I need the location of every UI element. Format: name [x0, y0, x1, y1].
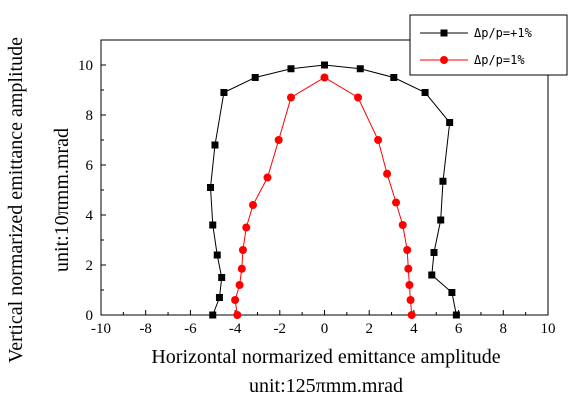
series-2	[231, 73, 416, 319]
data-point	[251, 74, 259, 81]
data-point	[211, 141, 219, 149]
legend-marker-1	[440, 29, 448, 37]
x-tick-label: -6	[184, 321, 197, 337]
x-tick-label: 6	[455, 321, 463, 337]
data-point	[220, 89, 228, 96]
x-axis-title: Horizontal normarized emittance amplitud…	[151, 346, 500, 368]
data-point	[213, 251, 221, 259]
data-point	[286, 93, 295, 102]
data-point	[421, 89, 429, 96]
data-point	[398, 221, 407, 229]
data-point	[407, 311, 416, 319]
legend-entry-2: Δp/p=1%	[420, 53, 525, 67]
series-layer	[207, 61, 460, 319]
y-tick-label: 0	[86, 308, 94, 324]
data-point	[437, 216, 445, 224]
y-axis-title: Vertical normarized emittance amplitude	[5, 37, 27, 363]
data-point	[209, 311, 217, 319]
series-line-2	[234, 76, 413, 316]
data-point	[320, 73, 329, 82]
data-point	[354, 93, 363, 102]
data-point	[209, 221, 217, 229]
x-tick-label: 4	[410, 321, 418, 337]
data-point	[452, 311, 460, 319]
data-point	[439, 177, 447, 185]
y-tick-label: 4	[86, 208, 94, 224]
x-tick-label: -4	[229, 321, 242, 337]
legend-box	[409, 14, 568, 76]
data-point	[428, 271, 436, 279]
data-point	[242, 223, 251, 232]
data-point	[237, 264, 246, 273]
y-axis-title-group: Vertical normarized emittance amplitude …	[5, 37, 73, 363]
data-point	[390, 74, 398, 81]
legend-label-2: Δp/p=1%	[474, 53, 525, 67]
data-point	[405, 281, 414, 289]
data-point	[446, 119, 454, 126]
data-point	[287, 65, 295, 73]
data-point	[406, 296, 415, 304]
data-point	[392, 198, 401, 207]
data-point	[356, 65, 364, 73]
legend: Δp/p=+1% Δp/p=1%	[409, 14, 568, 76]
data-point	[374, 136, 383, 144]
data-point	[235, 281, 244, 289]
plot-area	[100, 39, 549, 319]
data-point	[207, 184, 215, 191]
data-point	[263, 173, 272, 182]
x-tick-label: 10	[541, 321, 556, 337]
data-point	[233, 311, 242, 319]
data-point	[238, 246, 247, 254]
data-point	[403, 246, 412, 254]
data-point	[383, 169, 392, 178]
tick-labels: -10 -8 -6 -4 -2 0 2 4 6 8 10 0 2 4 6 8 10	[78, 58, 556, 337]
y-tick-label: 2	[86, 258, 94, 274]
x-axis-title-group: Horizontal normarized emittance amplitud…	[151, 346, 500, 397]
data-point	[248, 201, 257, 209]
data-point	[274, 136, 283, 144]
legend-marker-2	[440, 56, 448, 64]
y-tick-label: 8	[86, 108, 94, 124]
data-point	[430, 249, 438, 256]
x-tick-label: 2	[365, 321, 373, 337]
data-point	[215, 294, 223, 301]
series-1	[207, 61, 460, 319]
legend-entry-1: Δp/p=+1%	[420, 26, 533, 40]
data-point	[448, 289, 456, 296]
x-tick-label: -10	[91, 321, 111, 337]
legend-label-1: Δp/p=+1%	[474, 26, 533, 40]
axis-ticks	[100, 64, 549, 316]
series-line-1	[209, 64, 457, 316]
data-point	[231, 296, 240, 304]
data-point	[321, 61, 328, 69]
x-tick-label: -8	[139, 321, 152, 337]
data-point	[218, 274, 226, 281]
y-tick-label: 6	[86, 158, 94, 174]
x-tick-label: 0	[321, 321, 329, 337]
y-tick-label: 10	[78, 58, 93, 74]
x-tick-label: 8	[500, 321, 508, 337]
data-point	[404, 264, 413, 273]
x-tick-label: -2	[274, 321, 287, 337]
y-axis-unit: unit:10πmm.mrad	[51, 128, 73, 272]
x-axis-unit: unit:125πmm.mrad	[249, 375, 403, 397]
